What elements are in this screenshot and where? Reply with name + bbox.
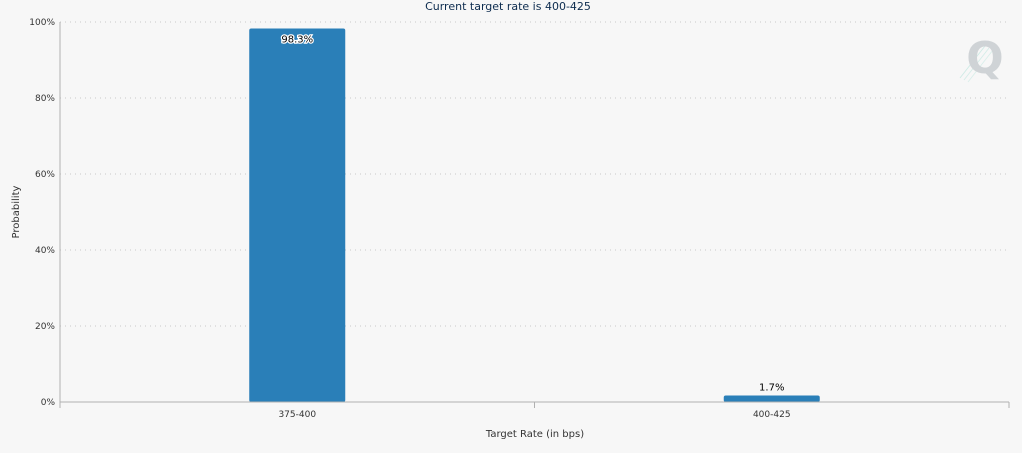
y-tick-label: 80%: [35, 94, 55, 104]
brand-logo-watermark: Q: [959, 33, 1004, 84]
gridlines: [60, 21, 1009, 327]
bar[interactable]: [249, 28, 346, 403]
bar[interactable]: [723, 395, 820, 402]
chart-title: Current target rate is 400-425: [425, 0, 591, 13]
y-tick-label: 40%: [35, 246, 55, 256]
bars: [249, 28, 820, 403]
y-tick-label: 20%: [35, 322, 55, 332]
y-tick-label: 60%: [35, 170, 55, 180]
data-labels: 98.3% 1.7%: [280, 33, 784, 394]
bar-data-label: 98.3%: [281, 34, 313, 45]
axes: 0% 20% 40% 60% 80% 100% 375-400 400-425: [29, 18, 1010, 420]
x-tick-label: 375-400: [278, 410, 316, 420]
watermark-streak-1: [959, 45, 986, 79]
y-axis-title: Probability: [11, 185, 22, 238]
bar-data-label: 1.7%: [759, 383, 784, 394]
watermark-streak-3: [967, 49, 994, 83]
x-axis-title: Target Rate (in bps): [485, 429, 584, 440]
y-tick-label: 100%: [29, 18, 55, 28]
watermark-streak-2: [963, 47, 990, 81]
y-tick-label: 0%: [41, 398, 56, 408]
watermark-letter: Q: [966, 33, 1003, 84]
x-tick-label: 400-425: [753, 410, 791, 420]
